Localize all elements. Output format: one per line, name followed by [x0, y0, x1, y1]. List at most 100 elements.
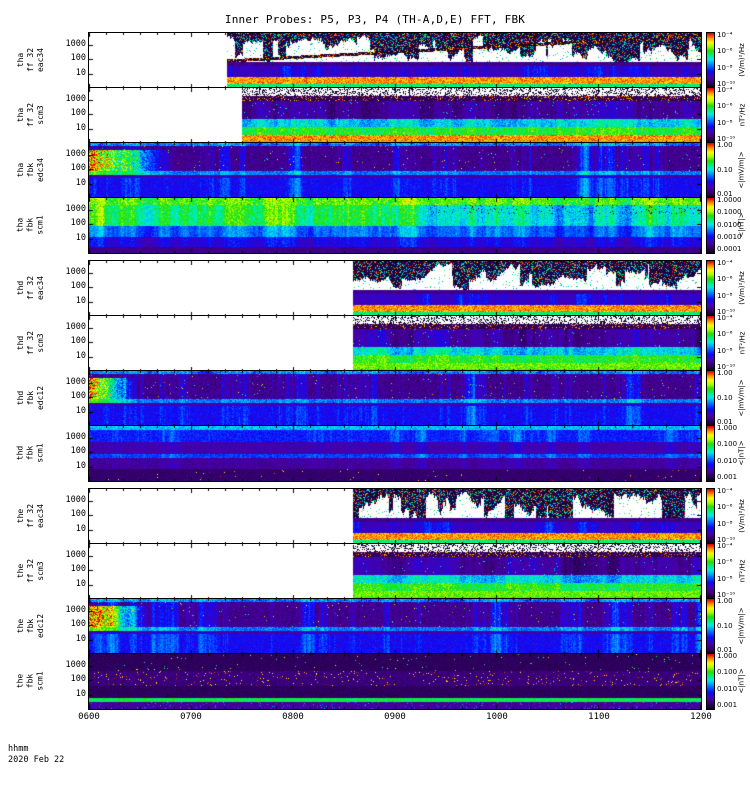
- spectrogram-the-ff-scm3: [88, 543, 702, 600]
- colorbar-unit-tha-ff-eac34: (V/m)²/Hz: [735, 32, 749, 87]
- y-tick-label: 1000: [65, 660, 86, 671]
- x-tick-label: 0900: [384, 712, 406, 722]
- footer-time-format: hhmm: [8, 744, 29, 754]
- colorbar-tick: 1.00: [717, 596, 733, 605]
- y-tick-label: 100: [70, 673, 86, 684]
- colorbar-tha-fbk-edc34: [706, 142, 715, 199]
- y-tick-label: 1000: [65, 204, 86, 215]
- panel-label-the-fbk-scm1: the fbk scm1: [12, 653, 50, 708]
- spectrogram-tha-fbk-scm1: [88, 197, 702, 254]
- colorbar-tick: 0.001: [717, 473, 738, 482]
- colorbar-tick: 0.0100: [717, 220, 742, 229]
- y-tick-label: 100: [70, 162, 86, 173]
- colorbar-unit-text-tha-fbk-edc34: <|mV/m|>: [738, 150, 747, 189]
- panel-label-text-the-fbk-edc12: the fbk edc12: [16, 613, 45, 638]
- panel-label-thd-ff-eac34: thd ff 32 eac34: [12, 260, 50, 315]
- colorbar-unit-tha-fbk-scm1: <|nT|>: [735, 197, 749, 252]
- y-tick-label: 1000: [65, 550, 86, 561]
- colorbar-tick: 10⁻⁸: [717, 118, 733, 127]
- colorbar-tick: 10⁻⁶: [717, 275, 733, 284]
- panel-label-text-the-ff-scm3: the ff 32 scm3: [16, 558, 45, 583]
- panel-label-thd-fbk-scm1: thd fbk scm1: [12, 425, 50, 480]
- colorbar-tick: 0.100: [717, 668, 738, 677]
- colorbar-tick: 10⁻⁶: [717, 558, 733, 567]
- y-tick-label: 10: [75, 178, 86, 189]
- colorbar-unit-text-tha-ff-eac34: (V/m)²/Hz: [738, 42, 746, 77]
- colorbar-tick: 10⁻⁶: [717, 102, 733, 111]
- colorbar-unit-the-ff-eac34: (V/m)²/Hz: [735, 488, 749, 543]
- spectrogram-thd-ff-eac34: [88, 260, 702, 317]
- colorbar-tick: 10⁻⁴: [717, 541, 733, 550]
- y-tick-label: 100: [70, 563, 86, 574]
- y-tick-label: 10: [75, 123, 86, 134]
- colorbar-tha-fbk-scm1: [706, 197, 715, 254]
- colorbar-tick: 10⁻¹⁰: [717, 308, 736, 317]
- footer-date: 2020 Feb 22: [8, 755, 65, 766]
- panel-label-text-thd-fbk-scm1: thd fbk scm1: [15, 442, 45, 463]
- colorbar-the-ff-scm3: [706, 543, 715, 600]
- colorbar-tick: 10⁻⁸: [717, 346, 733, 355]
- panel-label-thd-fbk-edc12: thd fbk edc12: [12, 370, 50, 425]
- x-tick-label: 0700: [180, 712, 202, 722]
- spectrogram-the-ff-eac34: [88, 488, 702, 545]
- colorbar-unit-text-thd-fbk-edc12: <|mV/m|>: [738, 378, 747, 417]
- y-tick-label: 100: [70, 280, 86, 291]
- colorbar-tha-ff-scm3: [706, 87, 715, 144]
- colorbar-tick: 1.00: [717, 368, 733, 377]
- colorbar-tick: 10⁻¹⁰: [717, 80, 736, 89]
- spectrogram-thd-fbk-scm1: [88, 425, 702, 482]
- colorbar-thd-fbk-scm1: [706, 425, 715, 482]
- plot-footer: hhmm 2020 Feb 22: [8, 744, 64, 766]
- panel-label-text-tha-ff-scm3: tha ff 32 scm3: [16, 102, 45, 127]
- spectrogram-the-fbk-edc12: [88, 598, 702, 655]
- colorbar-unit-the-ff-scm3: nT²/Hz: [735, 543, 749, 598]
- y-tick-label: 100: [70, 445, 86, 456]
- spectrogram-tha-ff-scm3: [88, 87, 702, 144]
- colorbar-unit-text-the-fbk-scm1: <|nT|>: [738, 667, 747, 694]
- y-tick-label: 1000: [65, 495, 86, 506]
- colorbar-unit-text-tha-ff-scm3: nT²/Hz: [738, 103, 747, 126]
- colorbar-tick: 10⁻⁸: [717, 63, 733, 72]
- colorbar-tick: 10⁻⁶: [717, 47, 733, 56]
- colorbar-tick: 1.0000: [717, 195, 742, 204]
- panel-label-text-thd-ff-scm3: thd ff 32 scm3: [16, 330, 45, 355]
- y-tick-label: 1000: [65, 149, 86, 160]
- y-tick-label: 10: [75, 579, 86, 590]
- colorbar-unit-thd-fbk-scm1: <|nT|>: [735, 425, 749, 480]
- spectrogram-tha-ff-eac34: [88, 32, 702, 89]
- panel-label-thd-ff-scm3: thd ff 32 scm3: [12, 315, 50, 370]
- panel-label-tha-ff-eac34: tha ff 32 eac34: [12, 32, 50, 87]
- colorbar-tick: 0.010: [717, 456, 738, 465]
- y-tick-label: 10: [75, 406, 86, 417]
- colorbar-tick: 10⁻⁴: [717, 30, 733, 39]
- y-tick-label: 100: [70, 618, 86, 629]
- y-tick-label: 1000: [65, 267, 86, 278]
- panel-label-the-fbk-edc12: the fbk edc12: [12, 598, 50, 653]
- colorbar-the-ff-eac34: [706, 488, 715, 545]
- colorbar-unit-the-fbk-edc12: <|mV/m|>: [735, 598, 749, 653]
- y-tick-label: 100: [70, 107, 86, 118]
- y-tick-label: 10: [75, 68, 86, 79]
- plot-title: Inner Probes: P5, P3, P4 (TH-A,D,E) FFT,…: [224, 13, 526, 26]
- colorbar-tick: 10⁻⁴: [717, 85, 733, 94]
- y-tick-label: 10: [75, 634, 86, 645]
- panel-label-text-tha-fbk-edc34: tha fbk edc34: [16, 157, 45, 182]
- y-tick-label: 1000: [65, 377, 86, 388]
- colorbar-the-fbk-scm1: [706, 653, 715, 710]
- colorbar-tick: 0.001: [717, 701, 738, 710]
- x-tick-label: 1000: [486, 712, 508, 722]
- y-tick-label: 1000: [65, 39, 86, 50]
- y-tick-label: 10: [75, 689, 86, 700]
- y-tick-label: 1000: [65, 432, 86, 443]
- colorbar-tick: 10⁻⁴: [717, 313, 733, 322]
- y-tick-label: 10: [75, 524, 86, 535]
- x-tick-label: 0600: [78, 712, 100, 722]
- y-tick-label: 1000: [65, 605, 86, 616]
- panel-label-text-thd-fbk-edc12: thd fbk edc12: [16, 385, 45, 410]
- y-tick-label: 100: [70, 335, 86, 346]
- colorbar-tick: 0.100: [717, 440, 738, 449]
- colorbar-unit-text-thd-ff-eac34: (V/m)²/Hz: [738, 270, 746, 305]
- colorbar-tick: 0.01: [717, 418, 733, 427]
- colorbar-tick: 10⁻¹⁰: [717, 536, 736, 545]
